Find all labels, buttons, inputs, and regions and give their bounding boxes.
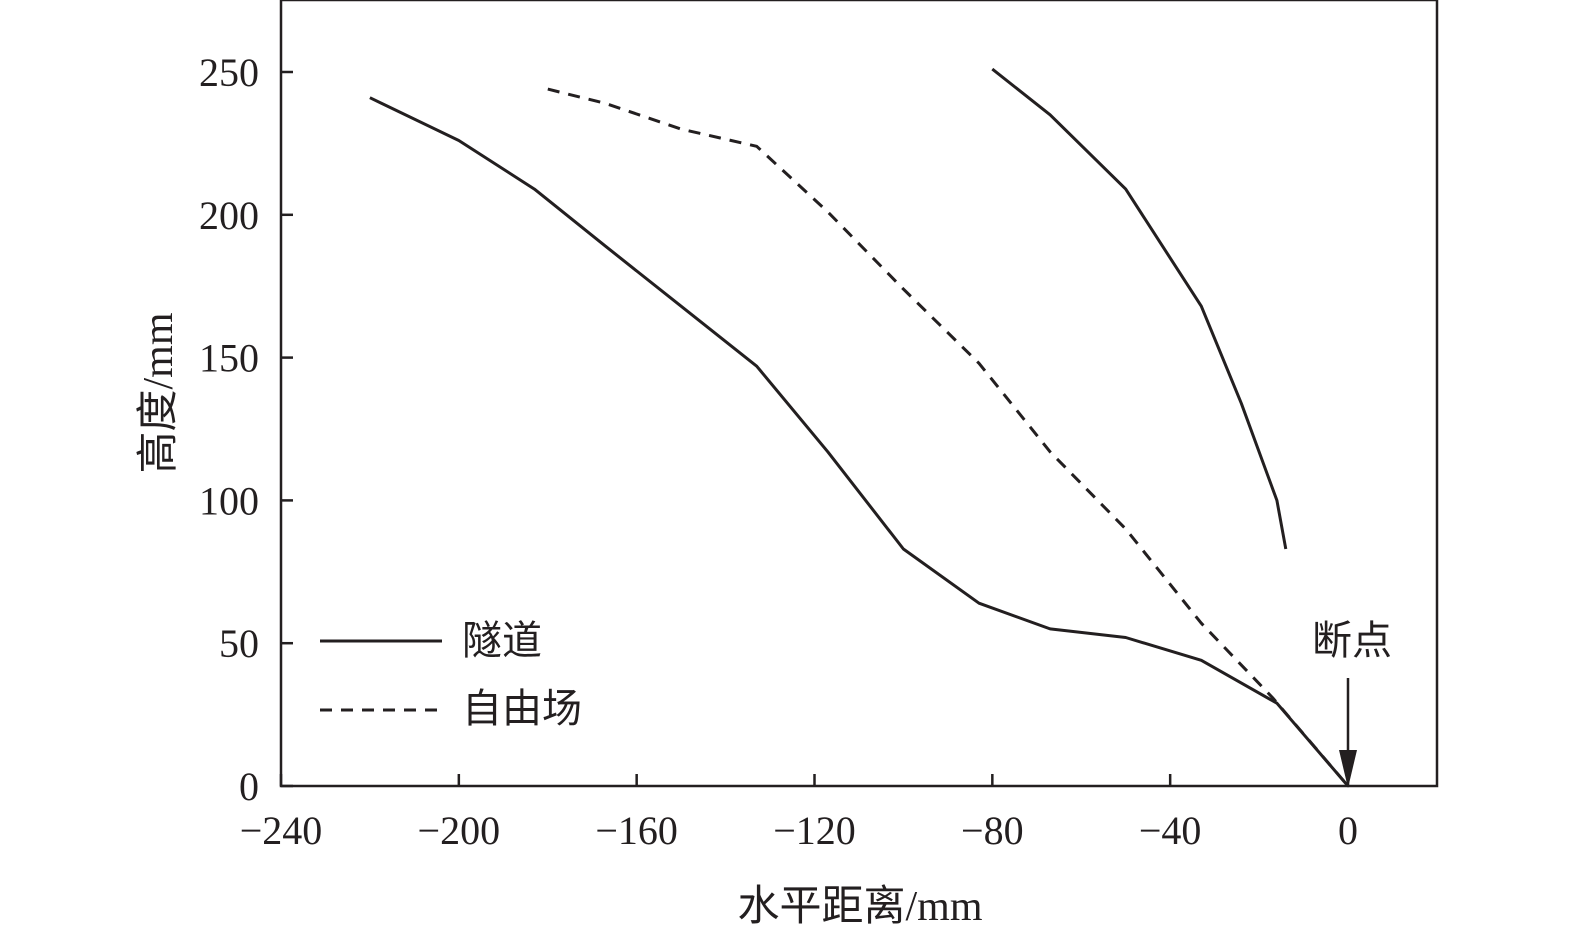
plot-layer xyxy=(369,67,1350,787)
x-tick-label: −160 xyxy=(595,808,678,853)
annotation-label: 断点 xyxy=(1312,618,1392,664)
annotation-arrow-head-icon xyxy=(1339,750,1357,788)
y-tick-label: 0 xyxy=(239,764,259,809)
axis-layer: −240 −200 −160 −120 −80 −40 0 0 50 100 150 200 250 xyxy=(199,0,1439,853)
x-tick-label: −240 xyxy=(240,808,323,853)
y-tick-label: 200 xyxy=(199,193,259,238)
y-tick-label: 150 xyxy=(199,336,259,381)
annotation-breakpoint: 断点 xyxy=(1312,618,1392,788)
legend-label-free-field: 自由场 xyxy=(462,686,582,732)
x-tick-label: −80 xyxy=(961,808,1024,853)
x-tick-label: −200 xyxy=(418,808,501,853)
y-tick-label: 50 xyxy=(219,621,259,666)
x-tick-label: 0 xyxy=(1338,808,1358,853)
series-line-0 xyxy=(369,96,1350,787)
series-line-1 xyxy=(547,87,1350,787)
plot-frame xyxy=(279,0,1439,788)
legend-label-tunnel: 隧道 xyxy=(462,618,542,664)
y-tick-label: 100 xyxy=(199,478,259,523)
x-tick-label: −40 xyxy=(1139,808,1202,853)
series-line-2 xyxy=(991,67,1288,550)
legend: 隧道 自由场 xyxy=(320,618,582,732)
y-tick-label: 250 xyxy=(199,50,259,95)
x-axis-title: 水平距离/mm xyxy=(737,883,982,930)
x-tick-label: −120 xyxy=(773,808,856,853)
y-axis-title: 高度/mm xyxy=(136,312,182,473)
